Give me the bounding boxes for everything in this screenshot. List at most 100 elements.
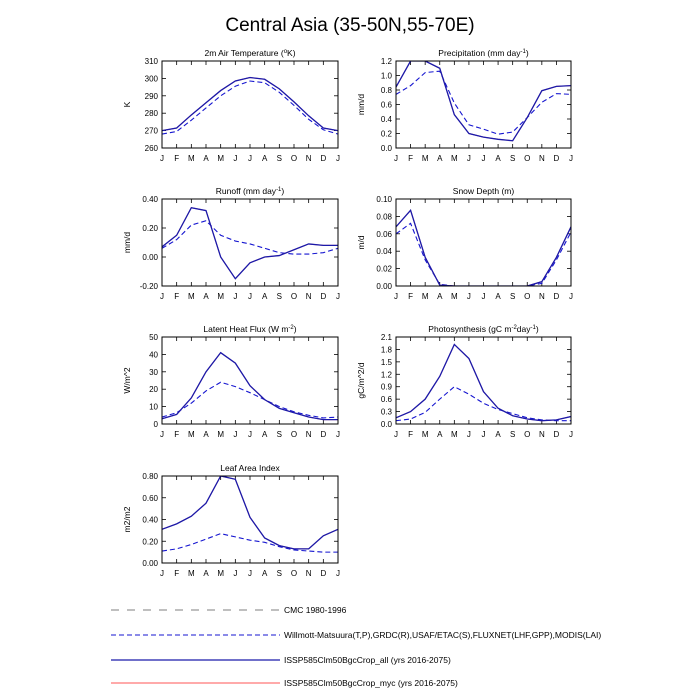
- series-line-willmott-matsuura-t-p-grdc-r-usaf-etac-s: [162, 220, 338, 255]
- x-tick-label: F: [174, 292, 179, 301]
- x-tick-label: O: [291, 292, 297, 301]
- x-tick-label: O: [291, 430, 297, 439]
- plot-frame: [161, 198, 339, 287]
- legend-label: CMC 1980-1996: [284, 605, 347, 615]
- x-tick-label: J: [248, 569, 252, 578]
- series-group: [162, 476, 338, 553]
- y-tick-label: 0.06: [376, 230, 392, 239]
- y-tick-label: 0.6: [381, 395, 393, 404]
- x-tick-label: A: [203, 292, 209, 301]
- x-tick-label: D: [320, 154, 326, 163]
- y-tick-label: 0.6: [381, 101, 393, 110]
- legend-label: Willmott-Matsuura(T,P),GRDC(R),USAF/ETAC…: [284, 630, 601, 640]
- x-tick-label: A: [262, 569, 268, 578]
- x-tick-label: M: [188, 569, 195, 578]
- panel-leaf-area-index: Leaf Area Index m2/m2 0.00 0.20 0.40 0.60 0.80…: [122, 463, 340, 578]
- x-tick-label: D: [554, 430, 560, 439]
- y-tick-label: 0.20: [142, 224, 158, 233]
- y-tick-label: 0.20: [142, 537, 158, 546]
- panel-title: Snow Depth (m): [453, 186, 515, 196]
- x-tick-label: F: [408, 430, 413, 439]
- series-line-willmott-matsuura-t-p-grdc-r-usaf-etac-s: [162, 80, 338, 135]
- y-tick-label: 0.0: [381, 144, 393, 153]
- series-line-issp585clm50bgccrop-all-yrs-2016-2075: [162, 476, 338, 550]
- x-tick-label: J: [233, 154, 237, 163]
- panel-precipitation-mm-day: Precipitation (mm day-1) mm/d 0.0 0.2 0.4 0.6…: [356, 48, 573, 163]
- y-tick-label: 0.40: [142, 516, 158, 525]
- panel-title: 2m Air Temperature (oK): [204, 48, 295, 58]
- y-tick-label: 0.02: [376, 265, 392, 274]
- x-tick-label: M: [451, 154, 458, 163]
- x-tick-label: N: [306, 154, 312, 163]
- x-tick-label: M: [217, 292, 224, 301]
- x-tick-label: S: [277, 154, 282, 163]
- x-tick-label: J: [394, 430, 398, 439]
- y-tick-label: 1.5: [381, 358, 393, 367]
- x-tick-label: A: [262, 430, 268, 439]
- x-tick-label: J: [248, 154, 252, 163]
- x-tick-label: O: [524, 430, 530, 439]
- y-axis-label: m2/m2: [122, 506, 132, 532]
- legend-label: ISSP585Clm50BgcCrop_myc (yrs 2016-2075): [284, 678, 458, 688]
- y-tick-label: 0.00: [142, 253, 158, 262]
- series-group: [396, 209, 571, 286]
- series-line-issp585clm50bgccrop-all-yrs-2016-2075: [162, 351, 338, 421]
- y-tick-label: 1.8: [381, 345, 393, 354]
- x-tick-label: J: [569, 430, 573, 439]
- y-tick-label: 0.4: [381, 115, 393, 124]
- x-tick-label: A: [203, 154, 209, 163]
- x-tick-label: O: [524, 154, 530, 163]
- y-tick-label: 0.2: [381, 130, 393, 139]
- x-tick-label: S: [510, 292, 515, 301]
- x-tick-label: M: [422, 292, 429, 301]
- panel-title: Photosynthesis (gC m-2day-1): [428, 324, 539, 334]
- series-line-issp585clm50bgccrop-all-yrs-2016-2075: [396, 343, 571, 422]
- x-tick-label: A: [495, 292, 501, 301]
- x-tick-label: J: [160, 569, 164, 578]
- y-tick-label: 0.10: [376, 195, 392, 204]
- series-line-willmott-matsuura-t-p-grdc-r-usaf-etac-s: [396, 386, 571, 422]
- x-tick-label: J: [336, 154, 340, 163]
- x-tick-label: A: [437, 154, 443, 163]
- y-axis-label: mm/d: [356, 94, 366, 116]
- x-tick-label: N: [306, 292, 312, 301]
- y-tick-label: 280: [145, 109, 159, 118]
- x-tick-label: M: [188, 430, 195, 439]
- plot-frame: [161, 60, 339, 149]
- panels: 2m Air Temperature (oK)K2602702802903003…: [122, 48, 573, 578]
- y-tick-label: 0.08: [376, 212, 392, 221]
- x-tick-label: F: [408, 292, 413, 301]
- y-tick-label: 0.00: [376, 282, 392, 291]
- y-tick-label: 0.60: [142, 494, 158, 503]
- x-tick-label: A: [203, 430, 209, 439]
- y-axis-label: m/d: [356, 235, 366, 249]
- y-axis-label: W/m^2: [122, 367, 132, 393]
- series-line-issp585clm50bgccrop-myc-yrs-2016-2075: [162, 207, 338, 280]
- x-tick-label: N: [539, 430, 545, 439]
- x-tick-label: M: [217, 569, 224, 578]
- series-group: [396, 343, 571, 422]
- series-line-issp585clm50bgccrop-myc-yrs-2016-2075: [162, 476, 338, 550]
- series-line-willmott-matsuura-t-p-grdc-r-usaf-etac-s: [162, 533, 338, 553]
- y-tick-label: 0.40: [142, 195, 158, 204]
- y-axis-label: mm/d: [122, 232, 132, 254]
- series-line-willmott-matsuura-t-p-grdc-r-usaf-etac-s: [396, 222, 571, 286]
- x-tick-label: A: [437, 430, 443, 439]
- x-tick-label: S: [277, 430, 282, 439]
- x-tick-label: A: [495, 430, 501, 439]
- x-tick-label: M: [217, 430, 224, 439]
- x-tick-label: J: [248, 430, 252, 439]
- x-tick-label: N: [539, 154, 545, 163]
- x-tick-label: J: [160, 154, 164, 163]
- x-tick-label: J: [467, 430, 471, 439]
- x-tick-label: A: [203, 569, 209, 578]
- x-tick-label: S: [510, 154, 515, 163]
- series-group: [162, 76, 338, 135]
- x-tick-label: J: [482, 154, 486, 163]
- y-tick-label: 310: [145, 57, 159, 66]
- x-tick-label: J: [569, 292, 573, 301]
- y-tick-label: 1.2: [381, 57, 393, 66]
- y-tick-label: 0.04: [376, 247, 392, 256]
- y-tick-label: 40: [149, 350, 158, 359]
- y-tick-label: 20: [149, 385, 158, 394]
